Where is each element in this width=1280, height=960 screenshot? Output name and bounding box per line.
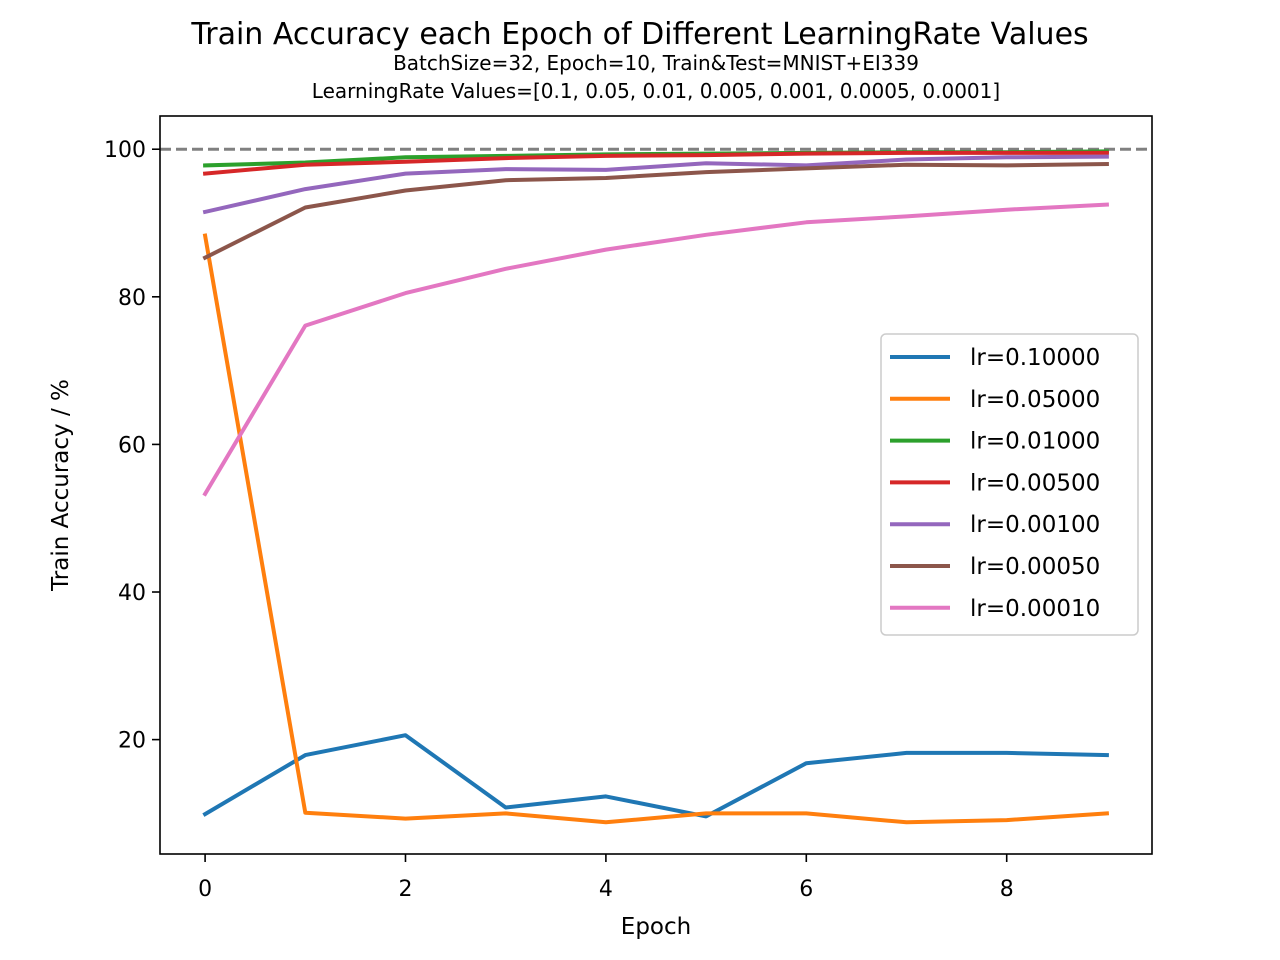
x-axis: 0 2 4 6 8 <box>198 854 1014 902</box>
y-tick-label-0: 20 <box>118 729 146 754</box>
series-line-4 <box>202 154 1109 215</box>
legend-label-5: lr=0.00050 <box>970 554 1100 580</box>
chart-subtitle-2: LearningRate Values=[0.1, 0.05, 0.01, 0.… <box>312 79 1000 103</box>
legend-label-4: lr=0.00100 <box>970 512 1100 538</box>
legend-label-1: lr=0.05000 <box>970 387 1100 413</box>
series-layer <box>202 149 1110 825</box>
legend-label-3: lr=0.00500 <box>970 470 1100 496</box>
series-line-6 <box>202 202 1109 497</box>
x-tick-label-0: 0 <box>198 877 212 902</box>
y-tick-label-4: 100 <box>104 138 146 163</box>
chart-subtitle: BatchSize=32, Epoch=10, Train&Test=MNIST… <box>393 51 919 75</box>
series-line-5 <box>202 161 1109 261</box>
x-axis-label: Epoch <box>621 914 691 940</box>
x-tick-label-3: 6 <box>799 877 813 902</box>
y-tick-label-1: 40 <box>118 581 146 606</box>
series-line-0 <box>202 733 1109 819</box>
y-axis-label: Train Accuracy / % <box>48 379 74 592</box>
plot-frame <box>159 115 1153 855</box>
x-tick-label-1: 2 <box>398 877 412 902</box>
x-tick-label-4: 8 <box>1000 877 1014 902</box>
y-tick-label-2: 60 <box>118 433 146 458</box>
legend-frame <box>880 333 1139 636</box>
chart-title: Train Accuracy each Epoch of Different L… <box>190 17 1088 52</box>
y-tick-label-3: 80 <box>118 286 146 311</box>
legend-label-0: lr=0.10000 <box>970 345 1100 371</box>
legend-label-2: lr=0.01000 <box>970 429 1100 455</box>
y-axis: 20 40 60 80 100 <box>104 138 160 754</box>
legend: lr=0.10000 lr=0.05000 lr=0.01000 lr=0.00500… <box>880 333 1139 636</box>
legend-label-6: lr=0.00010 <box>970 596 1100 622</box>
x-tick-label-2: 4 <box>599 877 613 902</box>
series-line-1 <box>202 233 1110 825</box>
series-line-3 <box>202 150 1109 176</box>
